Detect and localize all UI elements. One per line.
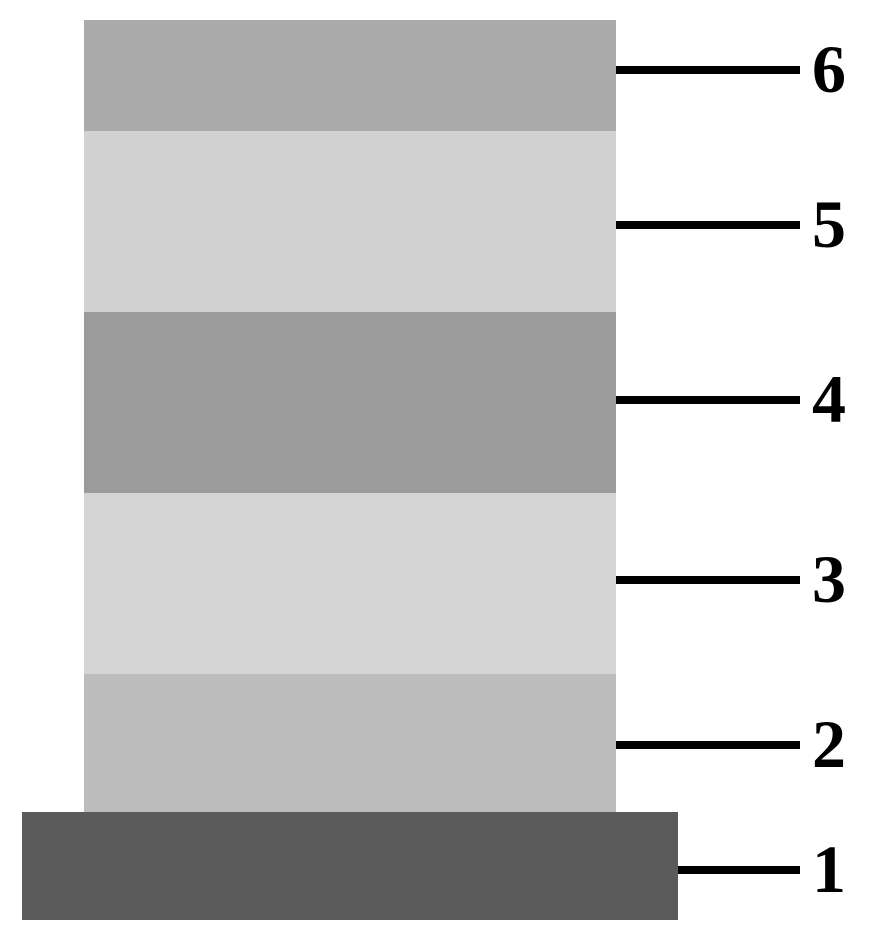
layer-4 (84, 312, 616, 493)
layer-5 (84, 131, 616, 312)
label-5: 5 (812, 185, 846, 264)
layered-stack-diagram: 6 5 4 3 2 1 (0, 0, 893, 938)
leader-line-1 (678, 866, 800, 874)
label-6: 6 (812, 30, 846, 109)
label-3: 3 (812, 540, 846, 619)
layer-6 (84, 20, 616, 131)
leader-line-4 (616, 396, 800, 404)
label-2: 2 (812, 705, 846, 784)
layer-2 (84, 674, 616, 812)
leader-line-3 (616, 576, 800, 584)
leader-line-5 (616, 221, 800, 229)
layer-1 (22, 812, 678, 920)
layer-3 (84, 493, 616, 674)
leader-line-2 (616, 741, 800, 749)
label-4: 4 (812, 360, 846, 439)
leader-line-6 (616, 66, 800, 74)
label-1: 1 (812, 830, 846, 909)
